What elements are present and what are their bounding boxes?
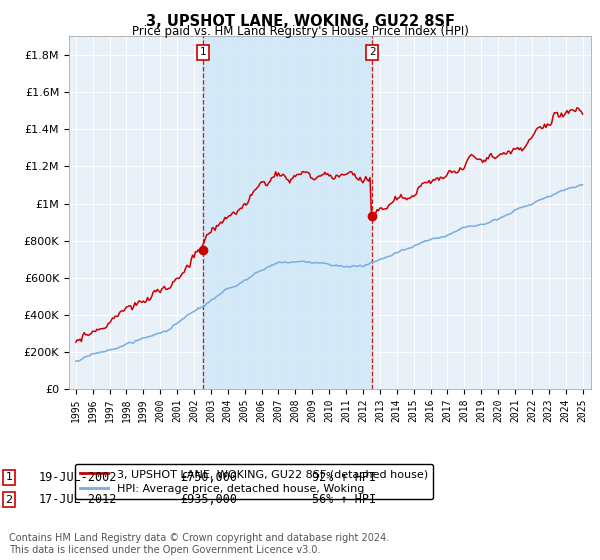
Text: 17-JUL-2012: 17-JUL-2012 — [39, 493, 118, 506]
Text: £935,000: £935,000 — [180, 493, 237, 506]
Text: Price paid vs. HM Land Registry's House Price Index (HPI): Price paid vs. HM Land Registry's House … — [131, 25, 469, 38]
Legend: 3, UPSHOT LANE, WOKING, GU22 8SF (detached house), HPI: Average price, detached : 3, UPSHOT LANE, WOKING, GU22 8SF (detach… — [74, 464, 433, 499]
Text: 3, UPSHOT LANE, WOKING, GU22 8SF: 3, UPSHOT LANE, WOKING, GU22 8SF — [146, 14, 455, 29]
Text: Contains HM Land Registry data © Crown copyright and database right 2024.
This d: Contains HM Land Registry data © Crown c… — [9, 533, 389, 555]
Text: 92% ↑ HPI: 92% ↑ HPI — [312, 470, 376, 484]
Text: 1: 1 — [200, 47, 206, 57]
Text: 56% ↑ HPI: 56% ↑ HPI — [312, 493, 376, 506]
Text: 1: 1 — [5, 472, 13, 482]
Text: 2: 2 — [369, 47, 376, 57]
Text: £750,000: £750,000 — [180, 470, 237, 484]
Text: 19-JUL-2002: 19-JUL-2002 — [39, 470, 118, 484]
Text: 2: 2 — [5, 494, 13, 505]
Bar — [203, 36, 372, 389]
